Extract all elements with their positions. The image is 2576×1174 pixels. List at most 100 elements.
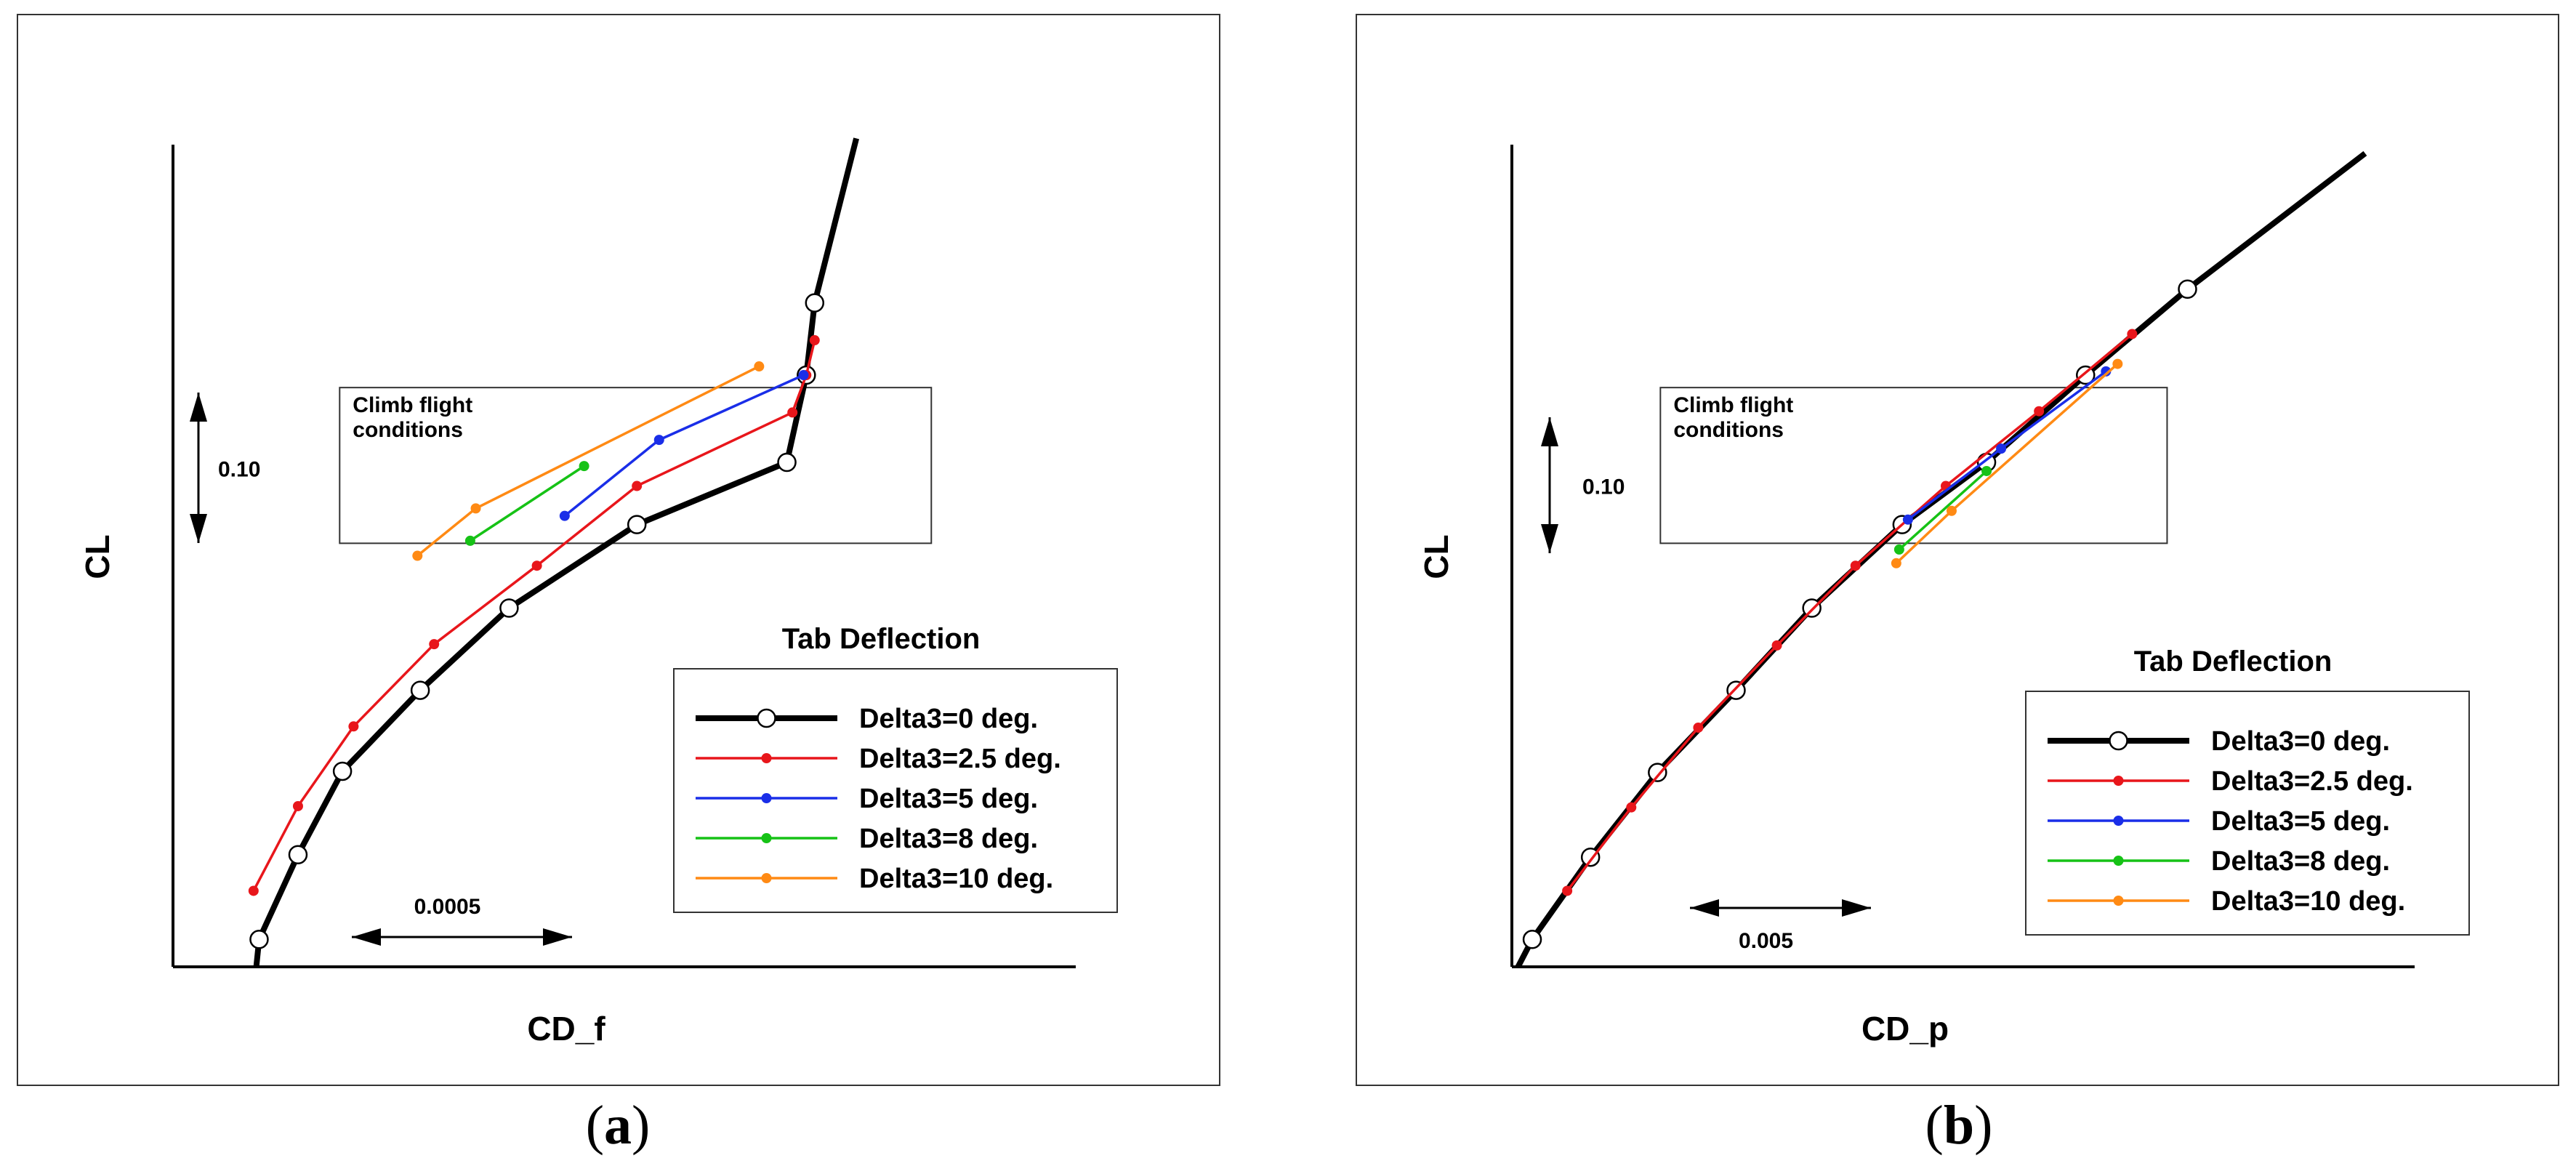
chart-a-point-delta3-2-5-deg-3: [429, 639, 440, 650]
chart-a-point-delta3-5-deg-2: [798, 370, 809, 381]
chart-b-legend-label-delta3-0-deg: Delta3=0 deg.: [2211, 726, 2390, 757]
chart-b-point-delta3-0-deg-0: [1522, 930, 1542, 949]
chart-b-y-scale-arrow-head: [1541, 417, 1558, 446]
chart-a-series-line-delta3-0-deg: [253, 137, 859, 967]
chart-a-point-delta3-2-5-deg-6: [787, 407, 798, 418]
chart-b-x-axis-label: CD_p: [1861, 1010, 1949, 1048]
chart-a-climb-box: [339, 387, 933, 544]
chart-b-climb-box: [1659, 387, 2168, 544]
chart-b-series-group: [1514, 150, 2367, 967]
chart-a-legend-label-delta3-0-deg: Delta3=0 deg.: [859, 704, 1038, 734]
chart-b-point-delta3-2-5-deg-1: [1626, 802, 1637, 813]
chart-a-point-delta3-0-deg-1: [288, 845, 308, 865]
chart-a-point-delta3-0-deg-5: [627, 515, 647, 534]
chart-b-point-delta3-8-deg-1: [1981, 465, 1992, 476]
chart-a-x-scale-arrow-head: [543, 928, 572, 946]
chart-a-legend-marker-delta3-10-deg: [761, 873, 772, 883]
chart-a-point-delta3-2-5-deg-5: [632, 481, 643, 491]
chart-b-legend-label-delta3-5-deg: Delta3=5 deg.: [2211, 806, 2390, 837]
chart-a-point-delta3-10-deg-2: [754, 361, 765, 372]
chart-a-point-delta3-2-5-deg-8: [809, 335, 820, 346]
chart-b-series-line-delta3-8-deg: [1898, 470, 1988, 551]
chart-b-legend-title: Tab Deflection: [2134, 646, 2333, 678]
chart-b-legend-label-delta3-8-deg: Delta3=8 deg.: [2211, 846, 2390, 877]
chart-b-series-line-delta3-10-deg: [1895, 363, 2119, 565]
chart-b-x-scale-arrow-head: [1690, 899, 1719, 917]
chart-a-point-delta3-0-deg-0: [249, 930, 269, 949]
chart-a-legend-marker-delta3-0-deg: [757, 708, 776, 728]
chart-b-point-delta3-0-deg-7: [2076, 365, 2096, 385]
chart-a-point-delta3-5-deg-1: [653, 435, 664, 446]
chart-a-point-delta3-0-deg-8: [805, 293, 825, 313]
chart-a-y-axis-label: CL: [79, 534, 116, 579]
chart-a-point-delta3-0-deg-2: [332, 761, 353, 781]
chart-b-series-line-delta3-2-5-deg: [1566, 333, 2133, 892]
chart-b-y-scale-arrow-head: [1541, 524, 1558, 553]
chart-a-point-delta3-0-deg-6: [777, 452, 797, 473]
chart-a-x-scale-label: 0.0005: [414, 895, 481, 919]
chart-panel-a: CD_f CL Climb flight conditions 0.0005 0.10 Ta…: [17, 14, 1220, 1086]
chart-a-point-delta3-2-5-deg-4: [531, 560, 542, 571]
chart-b-legend-label-delta3-2-5-deg: Delta3=2.5 deg.: [2211, 766, 2413, 797]
chart-b-point-delta3-0-deg-8: [2178, 279, 2197, 299]
chart-a-y-scale-arrow-head: [190, 514, 207, 543]
chart-b-y-scale-label: 0.10: [1582, 475, 1625, 499]
chart-b-point-delta3-0-deg-4: [1802, 598, 1822, 618]
chart-a-legend-marker-delta3-8-deg: [761, 833, 772, 843]
caption-a: (a): [585, 1095, 651, 1156]
chart-b-point-delta3-2-5-deg-6: [2034, 406, 2045, 417]
chart-b-y-axis-label: CL: [1417, 534, 1455, 579]
chart-b-legend-marker-delta3-5-deg: [2113, 816, 2124, 826]
chart-a-series-line-delta3-8-deg: [469, 465, 585, 542]
chart-a-legend-marker-delta3-2-5-deg: [761, 753, 772, 763]
chart-b-point-delta3-5-deg-2: [2101, 366, 2112, 377]
chart-b-point-delta3-8-deg-0: [1893, 544, 1904, 555]
chart-b-point-delta3-2-5-deg-7: [2127, 329, 2138, 339]
chart-a-legend-title: Tab Deflection: [782, 623, 981, 655]
chart-b-x-scale-arrow-head: [1842, 899, 1871, 917]
chart-a-legend-marker-delta3-5-deg: [761, 793, 772, 803]
chart-a-y-scale-arrow-head: [190, 393, 207, 422]
chart-a-point-delta3-2-5-deg-0: [248, 885, 259, 896]
chart-a-point-delta3-10-deg-1: [470, 503, 481, 514]
chart-b-point-delta3-2-5-deg-4: [1850, 560, 1861, 571]
chart-b-legend-label-delta3-10-deg: Delta3=10 deg.: [2211, 886, 2405, 917]
chart-b-legend-marker-delta3-2-5-deg: [2113, 776, 2124, 786]
chart-a-y-scale-label: 0.10: [218, 458, 260, 482]
chart-b-point-delta3-0-deg-3: [1726, 680, 1746, 700]
chart-b-legend-marker-delta3-10-deg: [2113, 896, 2124, 906]
chart-a-series-group: [248, 137, 859, 967]
chart-a-legend-box: [673, 668, 1118, 913]
caption-b: (b): [1925, 1095, 1993, 1156]
chart-a-climb-box-label-1: Climb flight: [353, 393, 472, 417]
chart-b-legend-marker-delta3-0-deg: [2109, 731, 2128, 751]
chart-a-point-delta3-5-deg-0: [559, 510, 570, 521]
chart-a-legend-label-delta3-10-deg: Delta3=10 deg.: [859, 864, 1053, 894]
chart-b-point-delta3-10-deg-0: [1891, 558, 1901, 568]
chart-a-point-delta3-8-deg-0: [464, 535, 475, 546]
chart-b-point-delta3-2-5-deg-3: [1771, 640, 1782, 651]
chart-a-point-delta3-8-deg-1: [579, 461, 589, 472]
chart-b-point-delta3-0-deg-2: [1648, 763, 1667, 782]
chart-b-point-delta3-2-5-deg-0: [1562, 885, 1573, 896]
chart-a-legend-label-delta3-2-5-deg: Delta3=2.5 deg.: [859, 744, 1061, 774]
chart-a-x-scale-arrow-head: [352, 928, 381, 946]
chart-a-point-delta3-2-5-deg-1: [292, 800, 303, 811]
chart-panel-b: CD_p CL Climb flight conditions 0.005 0.10 Tab…: [1356, 14, 2559, 1086]
chart-b-x-scale-label: 0.005: [1739, 929, 1793, 953]
chart-a-legend-label-delta3-5-deg: Delta3=5 deg.: [859, 784, 1038, 814]
chart-a-point-delta3-2-5-deg-2: [348, 721, 359, 732]
chart-b-climb-box-label-1: Climb flight: [1673, 393, 1793, 417]
chart-b-series-line-delta3-5-deg: [1907, 370, 2107, 521]
chart-a-climb-box-label-2: conditions: [353, 418, 463, 442]
chart-a-point-delta3-10-deg-0: [412, 550, 423, 561]
chart-b-climb-box-label-2: conditions: [1673, 418, 1784, 442]
chart-a-legend-label-delta3-8-deg: Delta3=8 deg.: [859, 824, 1038, 854]
chart-b-point-delta3-5-deg-0: [1902, 514, 1913, 525]
chart-b-point-delta3-2-5-deg-2: [1693, 722, 1704, 733]
chart-b-legend-marker-delta3-8-deg: [2113, 856, 2124, 866]
chart-b-legend-box: [2025, 691, 2470, 936]
chart-a-point-delta3-0-deg-3: [410, 680, 430, 700]
